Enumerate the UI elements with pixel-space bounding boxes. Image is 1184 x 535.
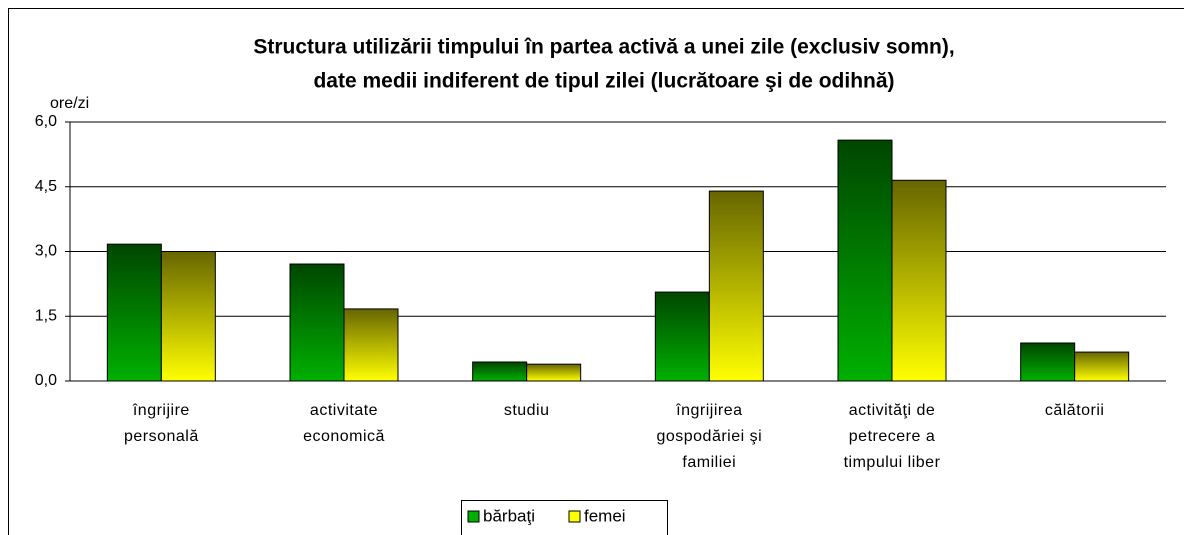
y-tick-label: 3,0: [35, 243, 57, 260]
y-axis-label: ore/zi: [50, 95, 89, 112]
legend-label: bărbaţi: [483, 506, 535, 525]
y-tick-label: 6,0: [35, 113, 57, 130]
y-tick-label: 1,5: [35, 307, 57, 324]
bar: [106, 243, 162, 382]
legend-swatch: [568, 510, 581, 523]
x-tick-label: activităţi de petrecere a timpului liber: [844, 402, 941, 471]
bar: [708, 190, 764, 382]
bar: [837, 139, 893, 382]
x-tick-label: călătorii: [1045, 402, 1105, 419]
chart-title: Structura utilizării timpului în partea …: [253, 36, 954, 59]
y-tick-label: 0,0: [35, 372, 57, 389]
y-tick-label: 4,5: [35, 178, 57, 195]
x-tick-label: activitate economică: [303, 402, 385, 445]
chart-title: date medii indiferent de tipul zilei (lu…: [313, 70, 894, 93]
x-tick-label: studiu: [504, 402, 550, 419]
bar: [891, 179, 947, 382]
legend-label: femei: [584, 506, 626, 525]
x-tick-label: îngrijirea gospodăriei şi familiei: [656, 402, 762, 471]
bar: [289, 263, 345, 382]
x-tick-label: îngrijire personală: [124, 402, 199, 445]
bar: [160, 251, 216, 382]
legend: [461, 500, 668, 535]
bar: [343, 308, 399, 382]
bar: [526, 363, 582, 382]
bar: [654, 291, 710, 382]
bar: [1020, 342, 1076, 382]
legend-swatch: [467, 510, 480, 523]
bar: [472, 361, 528, 382]
bar: [1074, 351, 1130, 382]
